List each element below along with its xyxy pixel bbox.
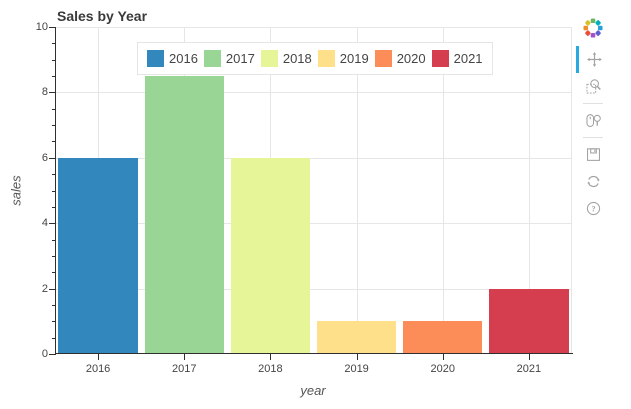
help-icon: ? xyxy=(585,200,602,217)
save-icon xyxy=(585,146,602,163)
legend-label: 2021 xyxy=(453,51,483,66)
y-tick-label: 8 xyxy=(41,86,48,99)
gridline-vertical xyxy=(442,27,444,354)
legend-swatch xyxy=(431,50,449,67)
y-major-tick xyxy=(49,354,55,355)
gridline-horizontal xyxy=(55,157,572,159)
x-major-tick xyxy=(270,354,272,360)
y-minor-tick xyxy=(51,190,55,192)
y-tick-label: 4 xyxy=(41,217,48,230)
y-minor-tick xyxy=(51,304,55,306)
y-tick-label: 10 xyxy=(35,21,48,33)
legend-item-2019: 2019 xyxy=(317,50,369,67)
y-minor-tick xyxy=(51,76,55,78)
legend-swatch xyxy=(260,50,278,67)
gridline-horizontal xyxy=(55,27,572,28)
bar-2020 xyxy=(403,321,483,353)
y-minor-tick xyxy=(51,272,55,274)
legend-swatch xyxy=(317,50,335,67)
y-minor-tick xyxy=(51,255,55,257)
legend: 2016 2017 2018 2019 2020 2021 xyxy=(137,42,493,75)
x-tick-label: 2016 xyxy=(85,363,111,375)
legend-label: 2020 xyxy=(396,51,426,66)
y-minor-tick xyxy=(51,337,55,339)
y-minor-tick xyxy=(51,125,55,127)
y-minor-tick xyxy=(51,108,55,110)
legend-swatch xyxy=(374,50,392,67)
y-tick-label: 6 xyxy=(41,151,48,164)
wheel-zoom-button[interactable] xyxy=(576,107,610,134)
y-major-tick xyxy=(49,157,55,159)
gridline-horizontal xyxy=(55,223,572,225)
y-axis-line xyxy=(55,27,56,355)
x-tick-label: 2017 xyxy=(172,363,197,375)
chart-title: Sales by Year xyxy=(57,8,148,24)
legend-swatch xyxy=(203,50,221,67)
legend-item-2020: 2020 xyxy=(374,50,426,67)
reset-icon xyxy=(585,173,602,190)
bokeh-logo[interactable] xyxy=(576,16,610,44)
legend-item-2017: 2017 xyxy=(203,50,255,67)
y-minor-tick xyxy=(51,321,55,323)
x-major-tick xyxy=(98,354,100,360)
bar-2018 xyxy=(230,157,311,353)
legend-label: 2017 xyxy=(225,51,255,66)
y-minor-tick xyxy=(51,174,55,176)
gridline-vertical xyxy=(356,27,358,354)
help-button[interactable]: ? xyxy=(576,195,610,222)
legend-label: 2019 xyxy=(339,51,369,66)
y-minor-tick xyxy=(51,43,55,45)
legend-item-2016: 2016 xyxy=(147,50,198,67)
bar-2019 xyxy=(316,321,397,353)
x-tick-label: 2021 xyxy=(516,363,542,375)
box-zoom-button[interactable] xyxy=(576,73,610,100)
legend-item-2021: 2021 xyxy=(431,50,483,67)
y-minor-tick xyxy=(51,141,55,143)
x-axis-line xyxy=(55,353,573,354)
y-major-tick xyxy=(49,223,55,225)
y-axis-label: sales xyxy=(8,175,24,206)
y-minor-tick xyxy=(51,59,55,61)
y-major-tick xyxy=(49,288,55,290)
bar-2016 xyxy=(58,157,138,353)
bar-2021 xyxy=(489,288,569,353)
y-major-tick xyxy=(49,27,55,28)
x-tick-label: 2020 xyxy=(430,363,455,375)
toolbar-separator xyxy=(583,103,603,104)
x-axis-label: year xyxy=(300,383,326,398)
svg-text:?: ? xyxy=(591,204,595,213)
y-tick-label: 2 xyxy=(41,282,48,295)
y-major-tick xyxy=(49,92,55,94)
bokeh-logo-icon xyxy=(582,17,604,44)
y-tick-label: 0 xyxy=(41,348,48,360)
reset-button[interactable] xyxy=(576,168,610,195)
bar-2017 xyxy=(144,76,224,353)
legend-label: 2016 xyxy=(169,51,198,66)
legend-swatch xyxy=(147,50,164,67)
legend-label: 2018 xyxy=(282,51,312,66)
gridline-vertical xyxy=(528,27,530,354)
save-button[interactable] xyxy=(576,141,610,168)
wheel-zoom-icon xyxy=(585,112,602,129)
box-zoom-icon xyxy=(585,78,602,95)
legend-item-2018: 2018 xyxy=(260,50,312,67)
y-minor-tick xyxy=(51,206,55,208)
x-major-tick xyxy=(528,354,530,360)
x-tick-label: 2018 xyxy=(258,363,283,375)
x-tick-label: 2019 xyxy=(344,363,369,375)
gridline-horizontal xyxy=(55,92,572,94)
x-major-tick xyxy=(184,354,186,360)
x-major-tick xyxy=(356,354,358,360)
gridline-horizontal xyxy=(55,288,572,290)
y-minor-tick xyxy=(51,239,55,241)
toolbar: ? xyxy=(576,16,610,222)
toolbar-separator xyxy=(583,137,603,138)
x-major-tick xyxy=(442,354,444,360)
pan-button[interactable] xyxy=(576,46,610,73)
plot-outline-right xyxy=(571,27,572,354)
pan-icon xyxy=(586,51,603,68)
